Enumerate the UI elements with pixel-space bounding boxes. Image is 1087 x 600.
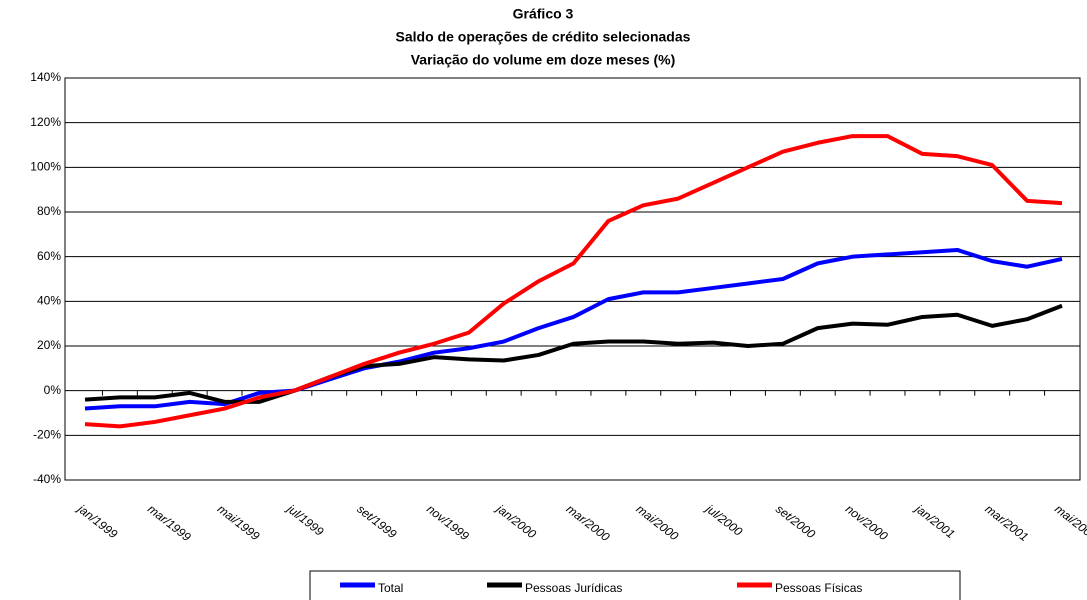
x-tick-label: mar/1999 [145,502,194,544]
x-tick-label: mar/2000 [564,502,613,544]
x-tick-label: jul/1999 [283,501,327,539]
y-tick-label: 100% [30,160,61,174]
x-tick-label: jan/2001 [911,501,957,542]
x-tick-label: set/2000 [773,502,818,542]
legend-label: Total [378,581,403,595]
y-tick-label: 20% [37,338,61,352]
y-tick-label: 60% [37,249,61,263]
x-tick-label: jan/2000 [492,501,539,542]
x-tick-label: mar/2001 [982,502,1031,544]
x-tick-label: jul/2000 [702,501,746,539]
y-tick-label: 0% [44,383,62,397]
legend-frame [309,570,961,600]
line-series [84,303,1063,404]
x-tick-label: set/1999 [354,502,399,542]
y-tick-label: 140% [30,70,61,84]
x-tick-label: nov/2000 [843,502,891,544]
x-tick-label: mai/2000 [633,502,681,544]
line-series [84,134,1063,429]
chart-subtitle: Saldo de operações de crédito selecionad… [396,29,691,45]
x-tick-label: mai/1999 [215,502,263,544]
x-tick-label: nov/1999 [424,502,472,544]
y-tick-label: 120% [30,115,61,129]
chart-subtitle: Variação do volume em doze meses (%) [411,52,676,68]
x-tick-label: jan/1999 [74,501,121,542]
line-series [84,247,1063,411]
y-tick-label: 40% [37,294,61,308]
chart-title: Gráfico 3 [513,6,574,22]
legend-label: Pessoas Jurídicas [525,581,622,595]
y-tick-label: 80% [37,204,61,218]
plot-frame [64,77,1081,481]
y-tick-label: -40% [33,472,61,486]
x-tick-label: mai/2001 [1052,502,1087,543]
legend-label: Pessoas Físicas [775,581,862,595]
y-tick-label: -20% [33,428,61,442]
